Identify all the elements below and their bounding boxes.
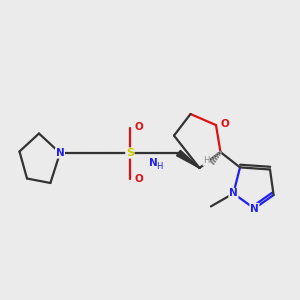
Text: H: H <box>156 162 163 171</box>
Text: O: O <box>134 174 143 184</box>
Text: O: O <box>220 118 230 129</box>
Text: N: N <box>250 203 259 214</box>
Text: N: N <box>148 158 158 168</box>
Text: S: S <box>126 148 134 158</box>
Polygon shape <box>177 150 200 168</box>
Text: H: H <box>203 156 209 165</box>
Text: N: N <box>56 148 64 158</box>
Text: O: O <box>134 122 143 132</box>
Text: N: N <box>229 188 238 199</box>
